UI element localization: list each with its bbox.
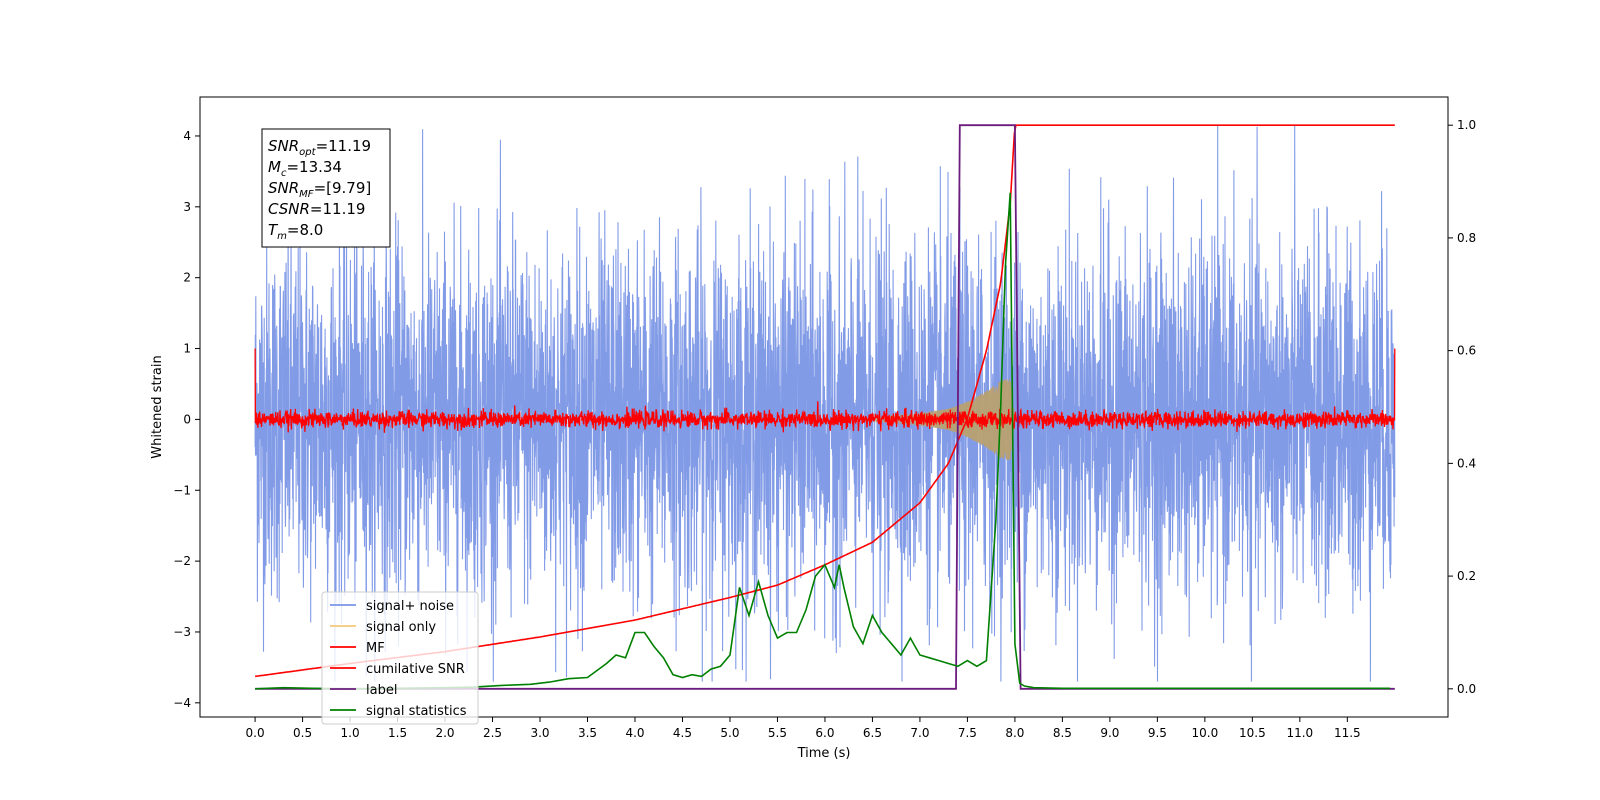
annotation-value: =8.0 bbox=[287, 221, 323, 239]
annotation-subscript: c bbox=[281, 168, 287, 179]
annotation-line: SNRopt=11.19 bbox=[268, 137, 371, 158]
y-axis-label: Whitened strain bbox=[150, 355, 165, 458]
annotation-subscript: MF bbox=[299, 189, 314, 200]
annotation-subscript: opt bbox=[299, 147, 316, 158]
y-axis-ticks: −4 −3 −2 −1 0 1 2 3 4 bbox=[173, 129, 200, 710]
annotation-symbol: T bbox=[268, 221, 279, 239]
x-tick-label: 0.5 bbox=[293, 726, 312, 740]
plot-frame bbox=[199, 96, 1449, 718]
annotation-value: =[9.79] bbox=[314, 179, 372, 197]
legend-label: label bbox=[366, 683, 397, 698]
x-tick-label: 10.5 bbox=[1239, 726, 1266, 740]
y2-tick-label: 1.0 bbox=[1457, 118, 1476, 132]
legend-label: signal statistics bbox=[366, 704, 467, 719]
x-tick-label: 10.0 bbox=[1191, 726, 1218, 740]
annotation-lines: SNRopt=11.19Mc=13.34SNRMF=[9.79]CSNR=11.… bbox=[268, 137, 371, 242]
x-tick-label: 9.0 bbox=[1100, 726, 1119, 740]
x-tick-label: 1.0 bbox=[341, 726, 360, 740]
legend-label: cumilative SNR bbox=[366, 662, 465, 677]
y-tick-label: −2 bbox=[173, 554, 191, 568]
annotation-symbol: SNR bbox=[268, 179, 299, 197]
legend-label: signal+ noise bbox=[366, 599, 454, 614]
x-tick-label: 3.0 bbox=[530, 726, 549, 740]
x-tick-label: 4.5 bbox=[673, 726, 692, 740]
annotation-value: =11.19 bbox=[316, 137, 372, 155]
x-tick-label: 1.5 bbox=[388, 726, 407, 740]
annotation-symbol: CSNR bbox=[268, 200, 310, 218]
x-tick-label: 5.0 bbox=[720, 726, 739, 740]
annotation-frame bbox=[261, 128, 391, 248]
legend-items: signal+ noise signal only MF cumilative SNR… bbox=[330, 599, 467, 719]
x-tick-label: 11.0 bbox=[1286, 726, 1313, 740]
x-tick-label: 5.5 bbox=[768, 726, 787, 740]
x-tick-label: 6.5 bbox=[863, 726, 882, 740]
annotation-subscript: m bbox=[277, 231, 287, 242]
x-tick-label: 7.0 bbox=[910, 726, 929, 740]
legend-label: MF bbox=[366, 641, 385, 656]
x-tick-label: 2.5 bbox=[483, 726, 502, 740]
y-tick-label: 4 bbox=[183, 129, 191, 143]
annotation-value: =13.34 bbox=[286, 158, 342, 176]
annotation-line: CSNR=11.19 bbox=[268, 200, 365, 218]
y-tick-label: 3 bbox=[183, 200, 191, 214]
legend: signal+ noise signal only MF cumilative SNR… bbox=[321, 591, 479, 725]
x-tick-label: 3.5 bbox=[578, 726, 597, 740]
y-tick-label: −1 bbox=[173, 483, 191, 497]
x-tick-label: 8.5 bbox=[1053, 726, 1072, 740]
y-tick-label: 0 bbox=[183, 412, 191, 426]
legend-frame bbox=[321, 591, 479, 725]
x-tick-label: 7.5 bbox=[958, 726, 977, 740]
y-tick-label: 1 bbox=[183, 342, 191, 356]
y2-tick-label: 0.8 bbox=[1457, 231, 1476, 245]
annotation-box: SNRopt=11.19Mc=13.34SNRMF=[9.79]CSNR=11.… bbox=[261, 128, 391, 248]
x-tick-label: 8.0 bbox=[1005, 726, 1024, 740]
y2-axis-ticks: 0.0 0.2 0.4 0.6 0.8 1.0 bbox=[1448, 118, 1476, 696]
legend-label: signal only bbox=[366, 620, 436, 635]
x-tick-label: 4.0 bbox=[625, 726, 644, 740]
y2-tick-label: 0.0 bbox=[1457, 682, 1476, 696]
x-tick-label: 9.5 bbox=[1148, 726, 1167, 740]
y-tick-label: 2 bbox=[183, 271, 191, 285]
x-axis-ticks: 0.0 0.5 1.0 1.5 2.0 2.5 3.0 3.5 4.0 4.5 5.0 5.5 6.0 6… bbox=[246, 717, 1361, 740]
y2-tick-label: 0.4 bbox=[1457, 456, 1476, 470]
series-mf bbox=[254, 348, 1396, 433]
x-tick-label: 0.0 bbox=[246, 726, 265, 740]
x-tick-label: 11.5 bbox=[1334, 726, 1361, 740]
y-tick-label: −4 bbox=[173, 696, 191, 710]
annotation-symbol: SNR bbox=[268, 137, 299, 155]
annotation-value: =11.19 bbox=[310, 200, 366, 218]
x-tick-label: 2.0 bbox=[435, 726, 454, 740]
annotation-line: Tm=8.0 bbox=[268, 221, 323, 242]
x-tick-label: 6.0 bbox=[815, 726, 834, 740]
annotation-line: Mc=13.34 bbox=[268, 158, 342, 179]
series-signal-statistics bbox=[255, 192, 1391, 690]
y2-tick-label: 0.2 bbox=[1457, 569, 1476, 583]
y2-tick-label: 0.6 bbox=[1457, 344, 1476, 358]
annotation-symbol: M bbox=[268, 158, 281, 176]
annotation-line: SNRMF=[9.79] bbox=[268, 179, 371, 200]
y-tick-label: −3 bbox=[173, 625, 191, 639]
series-label bbox=[255, 124, 1395, 690]
x-axis-label: Time (s) bbox=[797, 746, 851, 761]
series-signal-noise bbox=[254, 125, 1396, 682]
